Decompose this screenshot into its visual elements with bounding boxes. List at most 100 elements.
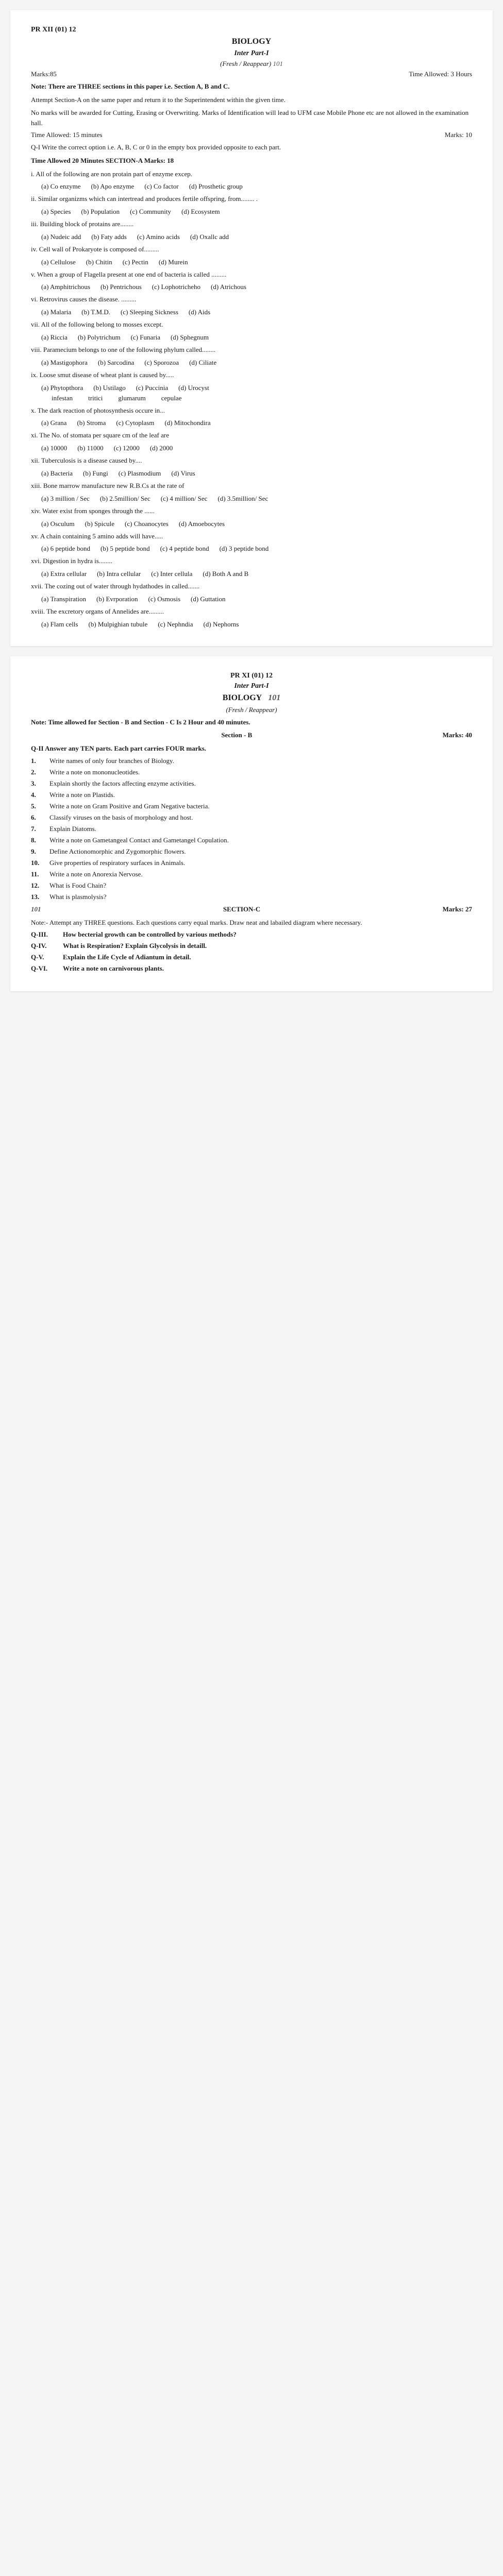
mcq-option-subtext: infestantriticiglumarumcepulae [52,394,472,402]
mcq-item: viii. Paramecium belongs to one of the f… [31,345,472,355]
mcq-options: (a) Riccia(b) Polytrichum(c) Funaria(d) … [41,333,472,342]
mcq-option: (d) Aids [189,308,210,316]
section-b-question: 8.Write a note on Gametangeal Contact an… [31,836,472,844]
section-b-question: 5.Write a note on Gram Positive and Gram… [31,802,472,810]
mcq-options: (a) Extra cellular(b) Intra cellular(c) … [41,570,472,578]
question-text: Write a note on Gram Positive and Gram N… [49,802,210,810]
section-time-marks: Time Allowed: 15 minutes Marks: 10 [31,131,472,139]
mcq-option: (d) 3.5million/ Sec [217,495,268,503]
question-number: Q-III. [31,930,57,939]
mcq-option: (c) Plasmodium [119,469,161,478]
mcq-item: vii. All of the following belong to moss… [31,319,472,330]
mcq-option: (b) Chitin [86,258,112,266]
mcq-option: (c) Nephndia [158,620,193,629]
mcq-option: (a) Species [41,208,71,216]
mcq-option: (d) Prosthetic group [189,182,243,191]
section-b-questions: 1.Write names of only four branches of B… [31,757,472,901]
mcq-option: (a) 10000 [41,444,67,452]
mcq-option: (c) 4 peptide bond [160,545,209,553]
mcq-options: (a) Species(b) Population(c) Community(d… [41,208,472,216]
mcq-option: (a) Grana [41,419,66,427]
question-number: 11. [31,870,43,878]
marks-time-row: Marks:85 Time Allowed: 3 Hours [31,70,472,78]
section-c-question: Q-III.How becterial growth can be contro… [31,930,472,939]
question-text: Write a note on Plastids. [49,791,115,799]
mcq-option: (a) 6 peptide bond [41,545,90,553]
total-marks: Marks:85 [31,70,57,78]
section-b-question: 4.Write a note on Plastids. [31,791,472,799]
mcq-option: (d) Ecosystem [181,208,220,216]
mcq-option: (d) Mitochondira [164,419,210,427]
subject-title-2: BIOLOGY 101 [31,693,472,703]
mcq-option: (a) 3 million / Sec [41,495,90,503]
mcq-options: (a) Malaria(b) T.M.D.(c) Sleeping Sickne… [41,308,472,316]
question-text: What is Food Chain? [49,882,106,890]
note-time-bc: Note: Time allowed for Section - B and S… [31,717,472,727]
question-number: 2. [31,768,43,776]
mcq-option: (a) Co enzyme [41,182,81,191]
mcq-option: (a) Nudeic add [41,233,81,241]
section-b-question: 2.Write a note on mononucleotides. [31,768,472,776]
mcq-option: (b) 2.5million/ Sec [100,495,150,503]
mcq-option: (b) 5 peptide bond [100,545,150,553]
section-b-question: 1.Write names of only four branches of B… [31,757,472,765]
mcq-item: vi. Retrovirus causes the disease. .....… [31,294,472,305]
section-a-header: Time Allowed 20 Minutes SECTION-A Marks:… [31,157,472,165]
mcq-option: (c) Funaria [131,333,160,342]
mcq-option: (b) Spicule [85,520,114,528]
mcq-option: (c) Sleeping Sickness [121,308,178,316]
mcq-option: (b) Pentrichous [100,283,142,291]
note-rules: No marks will be awarded for Cutting, Er… [31,108,472,128]
mcq-options: (a) 3 million / Sec (b) 2.5million/ Sec (c… [41,495,472,503]
question-number: 9. [31,848,43,856]
mcq-option: (c) 4 million/ Sec [161,495,208,503]
mcq-option: (d) Oxallc add [190,233,229,241]
section-b-question: 10.Give properties of respiratory surfac… [31,859,472,867]
question-number: 12. [31,882,43,890]
section-c-title: 101SECTION-CMarks: 27 [31,905,472,913]
mcq-option: (a) Flam cells [41,620,78,629]
mcq-item: xi. The No. of stomata per square cm of … [31,430,472,441]
mcq-option: (b) Stroma [77,419,106,427]
mcq-option: (b) Population [81,208,120,216]
time-allowed: Time Allowed: 3 Hours [409,70,472,78]
question-text: Explain shortly the factors affecting en… [49,779,196,788]
mcq-option: (c) Pectin [123,258,148,266]
mcq-option: (b) Faty adds [91,233,127,241]
paper-code-2: PR XI (01) 12 [31,672,472,680]
section-c-question: Q-IV.What is Respiration? Explain Glycol… [31,942,472,950]
question-text: What is Respiration? Explain Glycolysis … [63,942,207,950]
q2-instruction: Q-II Answer any TEN parts. Each part car… [31,743,472,754]
part-title: Inter Part-I [31,49,472,58]
mcq-option: (c) Osmosis [148,595,180,603]
mcq-item: ix. Loose smut disease of wheat plant is… [31,370,472,381]
mcq-option: (c) 12000 [114,444,140,452]
section-c-question: Q-V.Explain the Life Cycle of Adiantum i… [31,953,472,961]
mcq-list: i. All of the following are non protain … [31,169,472,629]
mcq-options: (a) Amphitrichous (b) Pentrichous (c) Loph… [41,283,472,291]
mcq-option: (c) Lophotricheho [152,283,200,291]
mcq-options: (a) Flam cells(b) Mulpighian tubule(c) N… [41,620,472,629]
mcq-options: (a) Mastigophora(b) Sarcodina(c) Sporozo… [41,359,472,367]
mcq-option: (c) Amino acids [137,233,180,241]
section-c-question: Q-VI.Write a note on carnivorous plants. [31,964,472,973]
mcq-options: (a) Co enzyme(b) Apo enzyme(c) Co factor… [41,182,472,191]
section-c-questions: Q-III.How becterial growth can be contro… [31,930,472,973]
mcq-option: (b) Evrporation [96,595,138,603]
mcq-option: (c) Choanocytes [125,520,169,528]
mcq-option: (d) Sphegnum [171,333,209,342]
section-b-question: 3.Explain shortly the factors affecting … [31,779,472,788]
mcq-option: (d) 2000 [150,444,173,452]
question-text: What is plasmolysis? [49,893,107,901]
mcq-item: iii. Building block of protains are.....… [31,219,472,230]
question-text: Define Actionomorphic and Zygomorphic fl… [49,848,186,856]
mcq-option: (d) Amoebocytes [179,520,225,528]
mcq-option: (b) Sarcodina [98,359,134,367]
mcq-item: i. All of the following are non protain … [31,169,472,180]
question-text: Write a note on Gametangeal Contact and … [49,836,229,844]
question-number: Q-V. [31,953,57,961]
mcq-option: (a) Amphitrichous [41,283,90,291]
mcq-option: (a) Mastigophora [41,359,88,367]
subject-title: BIOLOGY [31,37,472,46]
mcq-option: (a) Osculum [41,520,75,528]
